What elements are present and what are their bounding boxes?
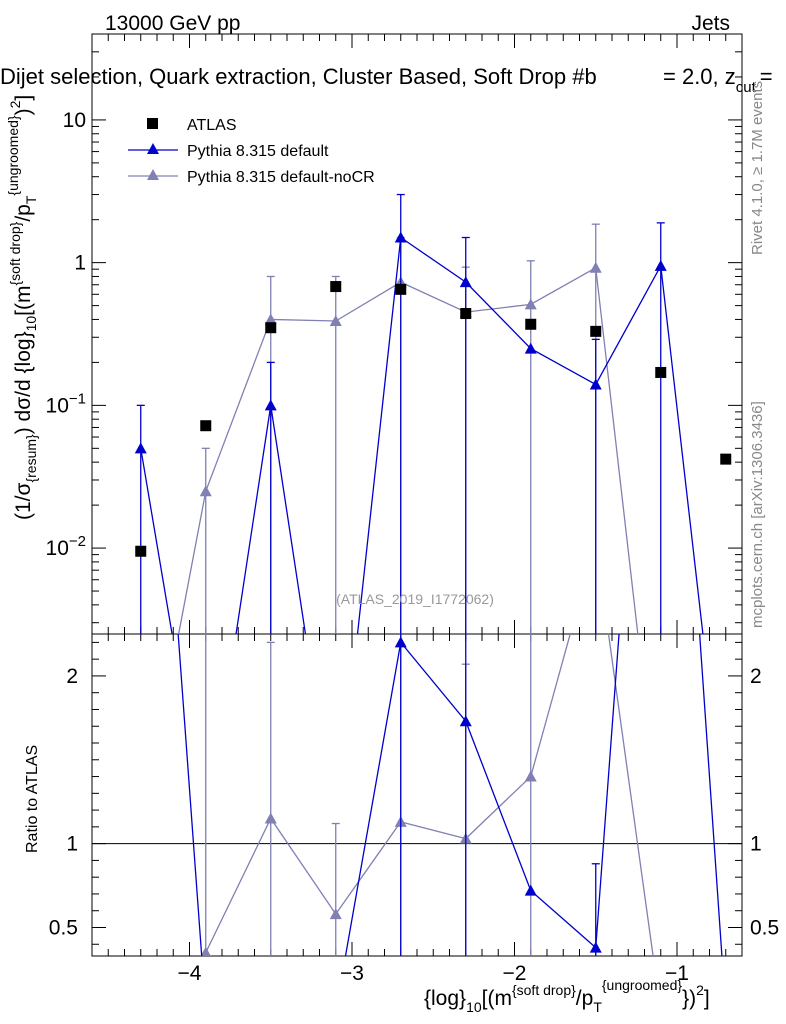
plot-title-tail: = 2.0, zcut = xyxy=(663,64,773,96)
point-pythia-nocr xyxy=(199,485,212,497)
atlas-data-point xyxy=(395,283,407,295)
y-tick-exponent: −1 xyxy=(69,390,86,407)
y-label-seg-7: /p xyxy=(12,204,35,222)
x-label-seg-8: }) xyxy=(682,987,696,1010)
atlas-data-point xyxy=(460,308,472,320)
y-tick-label-main: 10−2 xyxy=(46,533,86,560)
y-tick-label-ratio: 0.5 xyxy=(49,916,78,939)
y-label-seg-12: ] xyxy=(12,95,35,101)
series-line-pythia-nocr xyxy=(177,266,639,634)
point-pythia-default xyxy=(459,276,472,288)
x-tick-label: −4 xyxy=(178,962,202,985)
y-label-seg-3: ) dσ/d {log} xyxy=(12,331,35,434)
point-pythia-default xyxy=(394,231,407,243)
y-tick-label-main: 10−1 xyxy=(46,390,86,417)
y-tick-label-main: 1 xyxy=(74,252,86,275)
point-pythia-default xyxy=(524,342,537,354)
ratio-point-pythia-default xyxy=(394,636,407,648)
analysis-watermark: (ATLAS_2019_I1772062) xyxy=(336,591,494,607)
x-label-seg-2: 10 xyxy=(466,999,482,1015)
category-label: Jets xyxy=(691,12,730,35)
atlas-data-point xyxy=(655,366,667,378)
y-label-seg-8: T xyxy=(23,195,39,204)
y-tick-base: 10 xyxy=(46,537,69,560)
title-tail-end: = xyxy=(760,64,773,89)
x-tick-label: −1 xyxy=(665,962,689,985)
x-label-seg-3: [(m xyxy=(482,987,512,1010)
ratio-point-pythia-nocr xyxy=(329,908,342,920)
x-label-seg-4: {soft drop} xyxy=(512,982,576,998)
point-pythia-default xyxy=(134,442,147,454)
plot-title: Dijet selection, Quark extraction, Clust… xyxy=(0,64,597,89)
ratio-series-layer xyxy=(177,634,723,956)
atlas-data-point xyxy=(330,281,342,293)
y-tick-base: 10 xyxy=(46,394,69,417)
y-tick-label-ratio: 1 xyxy=(66,833,78,856)
y-tick-label-ratio-right: 2 xyxy=(750,665,762,688)
atlas-data-point xyxy=(200,420,212,432)
legend: ATLAS Pythia 8.315 default Pythia 8.315 … xyxy=(128,117,375,186)
main-series-layer xyxy=(134,193,732,634)
ratio-point-pythia-nocr xyxy=(264,812,277,824)
atlas-data-point xyxy=(135,545,147,557)
y-label-seg-6: {soft drop} xyxy=(7,221,23,285)
point-pythia-default xyxy=(589,378,602,390)
y-tick-label-ratio-right: 1 xyxy=(750,833,762,856)
y-label-seg-11: 2 xyxy=(7,100,23,108)
y-tick-label-main: 10 xyxy=(63,109,86,132)
point-pythia-default xyxy=(264,399,277,411)
legend-label-pythia-default: Pythia 8.315 default xyxy=(187,143,329,160)
rivet-label: Rivet 4.1.0, ≥ 1.7M events xyxy=(749,81,766,255)
y-axis-label-main: (1/σ{resum}) dσ/d {log}10[(m{soft drop}/… xyxy=(5,95,39,520)
y-label-seg-10: ) xyxy=(12,108,35,115)
energy-label: 13000 GeV pp xyxy=(105,12,240,35)
x-label-seg-10: ] xyxy=(704,987,710,1010)
y-label-seg-1: (1/σ xyxy=(12,482,35,520)
x-label-seg-5: /p xyxy=(576,987,594,1010)
point-pythia-nocr xyxy=(264,313,277,325)
point-pythia-nocr xyxy=(329,315,342,327)
atlas-data-point xyxy=(525,318,537,330)
point-pythia-default xyxy=(654,259,667,271)
ratio-point-pythia-default xyxy=(459,715,472,727)
ratio-point-pythia-default xyxy=(589,941,602,953)
x-axis-label: {log}10[(m{soft drop}/pT{ungroomed}})2] xyxy=(424,977,710,1015)
x-tick-label: −3 xyxy=(340,962,364,985)
x-label-seg-6: T xyxy=(593,999,602,1015)
atlas-data-point xyxy=(265,322,277,334)
title-tail: = 2.0, z xyxy=(663,64,736,89)
y-label-seg-9: {ungroomed} xyxy=(5,115,21,196)
title-tail-sub: cut xyxy=(736,79,757,96)
y-tick-label-ratio-right: 0.5 xyxy=(750,916,779,939)
legend-label-atlas: ATLAS xyxy=(187,117,237,134)
y-label-seg-2: {resum} xyxy=(23,434,39,483)
point-pythia-nocr xyxy=(589,261,602,273)
y-tick-label-ratio: 2 xyxy=(66,665,78,688)
atlas-data-point xyxy=(720,453,732,465)
y-tick-exponent: −2 xyxy=(69,533,86,550)
x-label-seg-1: {log} xyxy=(424,987,466,1010)
ratio-line-pythia-default xyxy=(177,634,723,956)
legend-label-pythia-nocr: Pythia 8.315 default-noCR xyxy=(187,169,375,186)
series-line-pythia-default xyxy=(140,236,704,634)
ratio-line-pythia-nocr xyxy=(201,634,654,956)
legend-marker-pythia-nocr xyxy=(147,169,159,180)
y-label-seg-4: 10 xyxy=(23,316,39,332)
x-label-seg-9: 2 xyxy=(696,982,704,998)
y-axis-label-ratio: Ratio to ATLAS xyxy=(24,745,41,853)
mcplots-label: mcplots.cern.ch [arXiv:1306.3436] xyxy=(749,401,766,628)
ratio-point-pythia-default xyxy=(524,884,537,896)
legend-marker-pythia-default xyxy=(147,143,159,154)
point-pythia-nocr xyxy=(524,298,537,310)
legend-marker-atlas xyxy=(147,118,158,129)
x-tick-label: −2 xyxy=(503,962,527,985)
y-label-seg-5: [(m xyxy=(12,286,35,316)
x-label-seg-7: {ungroomed} xyxy=(602,977,683,993)
atlas-data-point xyxy=(590,325,602,337)
ratio-point-pythia-nocr xyxy=(200,946,211,956)
ratio-point-pythia-nocr xyxy=(524,770,537,782)
